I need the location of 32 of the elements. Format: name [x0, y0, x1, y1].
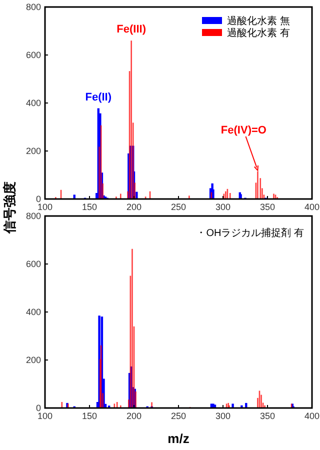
- y-tick-label: 600: [26, 50, 41, 60]
- y-tick-label: 200: [26, 146, 41, 156]
- x-tick-label: 300: [215, 411, 231, 421]
- y-tick-label: 400: [26, 307, 41, 317]
- x-axis-title: m/z: [168, 431, 190, 446]
- x-tick-label: 100: [37, 202, 53, 212]
- annotation: Fe(IV)=O: [220, 124, 267, 136]
- annotation: Fe(III): [116, 24, 146, 36]
- y-tick-label: 400: [26, 98, 41, 108]
- y-tick-label: 0: [36, 194, 41, 204]
- y-axis-title: 信号強度: [2, 182, 17, 234]
- x-tick-label: 150: [82, 202, 98, 212]
- legend-label: 過酸化水素 有: [227, 27, 290, 39]
- y-tick-label: 0: [36, 403, 41, 413]
- annotation: ・OHラジカル捕捉剤 有: [196, 227, 304, 239]
- legend-label: 過酸化水素 無: [227, 15, 290, 27]
- annotation: Fe(II): [85, 91, 112, 104]
- x-tick-label: 400: [304, 411, 320, 421]
- x-tick-label: 250: [170, 202, 186, 212]
- x-tick-label: 350: [260, 202, 276, 212]
- x-tick-label: 250: [170, 411, 186, 421]
- x-tick-label: 350: [260, 411, 276, 421]
- x-tick-label: 300: [215, 202, 231, 212]
- x-tick-label: 200: [126, 411, 142, 421]
- x-tick-label: 200: [126, 202, 142, 212]
- x-tick-label: 150: [82, 411, 98, 421]
- x-tick-label: 400: [304, 202, 320, 212]
- y-tick-label: 600: [26, 259, 41, 269]
- y-tick-label: 800: [26, 211, 41, 221]
- x-tick-label: 100: [37, 411, 53, 421]
- y-tick-label: 200: [26, 355, 41, 365]
- y-tick-label: 800: [26, 2, 41, 12]
